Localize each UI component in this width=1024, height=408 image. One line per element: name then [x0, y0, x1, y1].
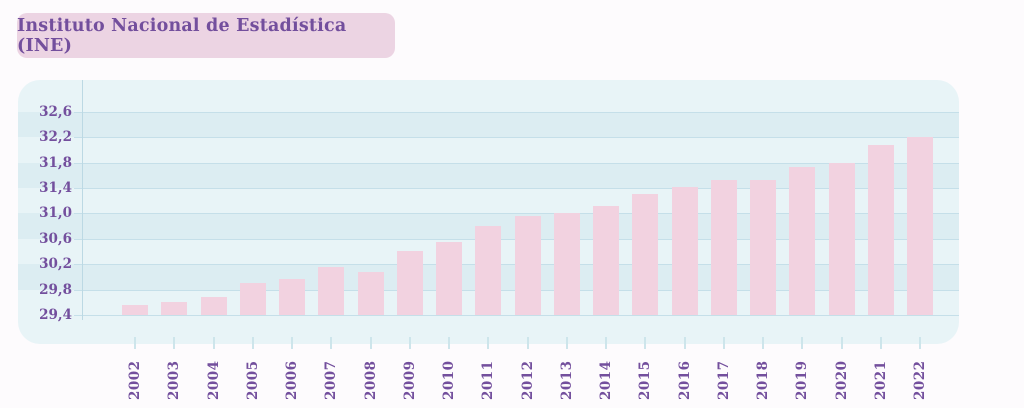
bar-2022 [907, 136, 933, 315]
bar-2020 [828, 162, 855, 315]
y-axis-tick-label: 31,8 [39, 154, 72, 171]
bar-2007 [318, 267, 345, 315]
x-axis-year-label: 2012 [519, 360, 536, 400]
gridline [74, 162, 959, 164]
x-axis-tick [526, 337, 529, 349]
bar-2003 [161, 301, 188, 315]
x-axis-tick [644, 337, 647, 349]
x-axis-tick [919, 337, 921, 349]
x-axis-year-label: 2014 [598, 360, 614, 400]
x-axis-tick [134, 337, 136, 349]
x-axis-year-label: 2004 [205, 360, 222, 400]
plot-panel: 29,4 29,8 30,2 30,6 31,0 31,4 31,8 32,2 32,6 [18, 80, 959, 344]
x-axis-tick [722, 337, 725, 349]
bar-2021 [867, 145, 894, 315]
y-axis-tick-label: 32,2 [39, 129, 72, 146]
x-axis-tick [212, 337, 215, 349]
x-axis-year-label: 2008 [362, 360, 379, 400]
x-axis-tick [683, 337, 686, 349]
x-axis-year-label: 2016 [676, 360, 693, 400]
bar-2011 [475, 226, 502, 315]
x-axis-tick [801, 337, 804, 349]
x-axis-tick [291, 337, 293, 349]
y-axis-tick-label: 30,6 [39, 230, 72, 247]
x-axis-tick [251, 337, 254, 349]
x-axis-tick [448, 337, 450, 349]
bar-2010 [436, 241, 462, 315]
bar-2004 [200, 297, 227, 315]
x-axis-tick [369, 337, 372, 349]
bar-chart: 29,4 29,8 30,2 30,6 31,0 31,4 31,8 32,2 32,6 200… [18, 80, 959, 408]
x-axis-year-label: 2010 [441, 360, 457, 400]
x-axis-tick [605, 337, 607, 349]
gridline [74, 137, 959, 139]
y-axis-tick-label: 29,8 [39, 281, 72, 298]
x-axis-year-label: 2011 [480, 360, 497, 400]
x-axis-year-label: 2005 [244, 360, 261, 400]
x-axis-year-label: 2018 [755, 360, 771, 400]
y-axis-tick-label: 30,2 [39, 256, 72, 273]
x-axis-tick [762, 337, 764, 349]
bar-2008 [357, 272, 384, 315]
x-axis-tick [565, 337, 568, 349]
bar-2019 [789, 167, 816, 315]
grid-band [18, 162, 959, 188]
x-axis-year-label: 2015 [637, 360, 654, 400]
x-axis-tick [487, 337, 490, 349]
bar-2012 [514, 215, 541, 315]
bar-2014 [593, 205, 619, 315]
x-axis-year-label: 2021 [872, 360, 889, 400]
gridline [74, 111, 959, 113]
x-axis-year-label: 2013 [558, 360, 575, 400]
bar-2013 [553, 213, 580, 315]
y-axis-tick-label: 31,4 [39, 180, 72, 196]
bar-2018 [750, 179, 776, 315]
x-axis-tick [330, 337, 333, 349]
gridline [74, 213, 959, 215]
x-axis-year-label: 2020 [833, 360, 850, 400]
bar-2009 [396, 250, 423, 315]
x-axis-year-label: 2003 [166, 360, 183, 400]
x-axis-year-label: 2002 [127, 360, 143, 400]
x-axis-tick [408, 337, 411, 349]
gridline [74, 315, 959, 316]
x-axis-year-label: 2007 [323, 360, 340, 400]
x-axis-year-label: 2017 [715, 360, 732, 400]
bar-2002 [122, 305, 148, 315]
bar-2016 [671, 186, 698, 315]
y-axis-tick-label: 31,0 [39, 205, 72, 222]
y-axis-tick-label: 32,6 [39, 103, 72, 120]
x-axis-tick [840, 337, 843, 349]
source-badge: Instituto Nacional de Estadística (INE) [17, 13, 395, 58]
x-axis-tick [879, 337, 882, 349]
y-axis-tick-label: 29,4 [39, 307, 72, 323]
x-axis-year-label: 2009 [401, 360, 418, 400]
y-axis-line [82, 80, 83, 320]
x-axis-year-label: 2019 [794, 360, 811, 400]
x-axis-year-label: 2006 [284, 360, 300, 400]
chart-title: Instituto Nacional de Estadística (INE) [17, 15, 347, 56]
bar-2017 [710, 179, 737, 315]
bar-2006 [279, 278, 305, 315]
bar-2015 [632, 193, 659, 315]
gridline [74, 188, 959, 189]
grid-band [18, 111, 959, 138]
x-axis-tick [173, 337, 176, 349]
x-axis-year-label: 2022 [912, 360, 928, 400]
bar-2005 [239, 283, 266, 315]
